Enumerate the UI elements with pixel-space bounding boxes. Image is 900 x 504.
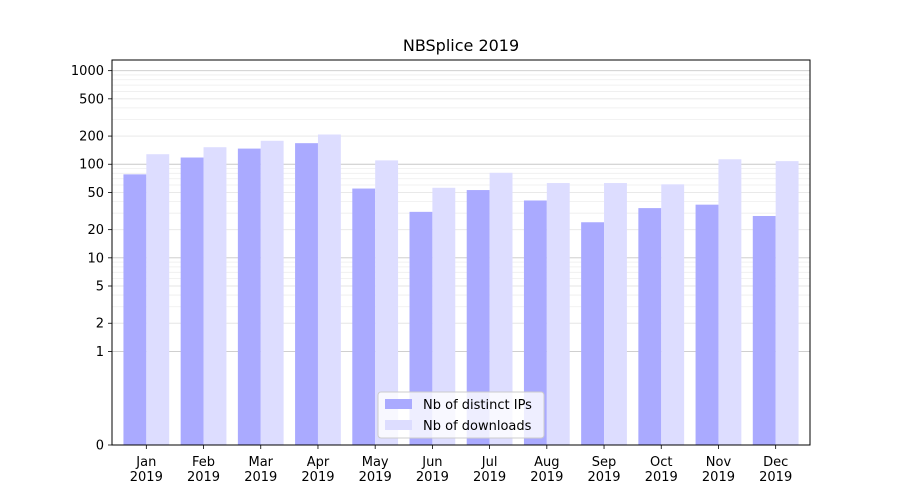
legend-label: Nb of downloads (423, 419, 532, 434)
grid-layer (112, 70, 810, 446)
legend-swatch (385, 420, 412, 430)
y-tick-label: 20 (87, 223, 104, 238)
bar-nb-of-downloads (718, 159, 742, 446)
bar-nb-of-distinct-ips (409, 211, 433, 445)
axes-layer: 0 1 2 5 10 20 50 100 200 500 1000 Jan 2019 Feb 2019 Mar… (71, 59, 811, 485)
x-tick-label: Jan 2019 (130, 455, 163, 485)
x-tick-label: Feb 2019 (187, 455, 220, 485)
bar-nb-of-downloads (317, 134, 341, 445)
bar-nb-of-distinct-ips (581, 222, 605, 445)
bar-nb-of-downloads (432, 187, 456, 445)
x-tick-label: Dec 2019 (759, 455, 792, 485)
y-tick-label: 2 (96, 317, 104, 332)
bars-layer (123, 134, 799, 446)
bar-nb-of-distinct-ips (638, 208, 662, 445)
y-tick-label: 200 (79, 130, 104, 145)
legend-label: Nb of distinct IPs (423, 398, 532, 413)
y-tick-label: 100 (79, 158, 104, 173)
x-tick-label: Mar 2019 (244, 455, 277, 485)
x-tick-label: Apr 2019 (301, 455, 334, 485)
bar-nb-of-downloads (375, 160, 399, 445)
x-tick-label: May 2019 (359, 455, 392, 485)
bar-nb-of-distinct-ips (237, 148, 261, 445)
bar-nb-of-distinct-ips (352, 188, 376, 445)
bar-nb-of-distinct-ips (295, 143, 318, 445)
bar-nb-of-downloads (661, 184, 685, 445)
y-tick-label: 0 (96, 439, 104, 454)
bar-nb-of-downloads (604, 183, 627, 446)
x-tick-label: Jun 2019 (416, 455, 449, 485)
bar-nb-of-distinct-ips (523, 200, 547, 445)
bar-nb-of-distinct-ips (123, 174, 147, 445)
y-tick-label: 10 (87, 251, 104, 266)
y-tick-label: 500 (79, 92, 104, 107)
y-tick-label: 1000 (71, 64, 104, 79)
x-tick-label: Jul 2019 (473, 455, 506, 485)
bar-nb-of-distinct-ips (180, 157, 204, 445)
bar-nb-of-downloads (546, 183, 570, 446)
x-tick-label: Aug 2019 (530, 455, 563, 485)
y-tick-label: 5 (96, 280, 104, 295)
bar-nb-of-distinct-ips (466, 190, 490, 445)
bar-nb-of-distinct-ips (752, 215, 776, 445)
bar-nb-of-downloads (146, 154, 170, 446)
bar-nb-of-downloads (775, 161, 799, 445)
legend-swatch (385, 399, 412, 409)
bar-nb-of-downloads (203, 147, 227, 445)
plot-frame (111, 59, 811, 446)
y-tick-label: 1 (96, 345, 104, 360)
x-tick-label: Nov 2019 (702, 455, 735, 485)
legend: Nb of distinct IPs Nb of downloads (377, 391, 545, 439)
x-tick-label: Oct 2019 (645, 455, 678, 485)
x-tick-label: Sep 2019 (587, 455, 620, 485)
y-tick-label: 50 (87, 186, 104, 201)
bar-nb-of-downloads (260, 140, 284, 445)
chart-title: NBSplice 2019 (403, 36, 519, 55)
bar-nb-of-downloads (489, 172, 513, 445)
legend-box (377, 391, 545, 439)
bar-nb-of-distinct-ips (695, 204, 719, 445)
